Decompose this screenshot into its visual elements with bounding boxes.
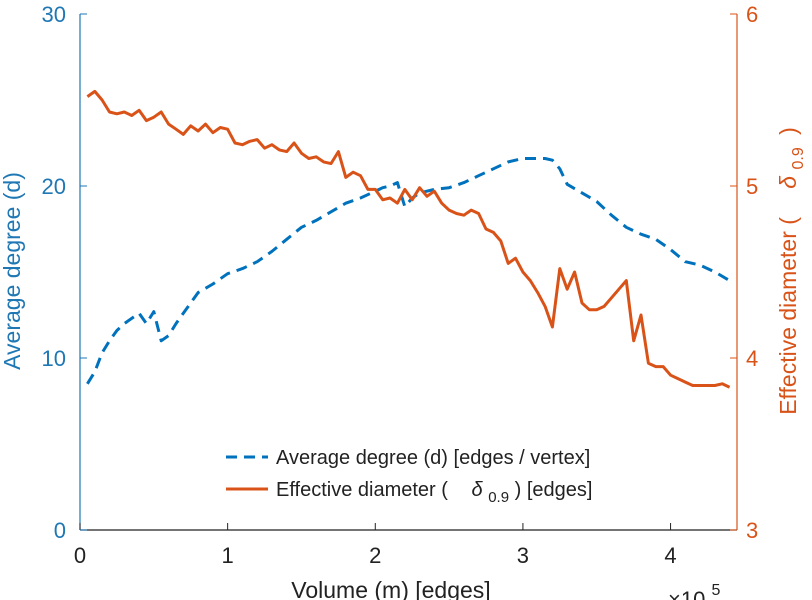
y-left-tick-label: 20 [42,174,66,199]
legend-label-average-degree: Average degree (d) [edges / vertex] [276,447,590,469]
x-tick-label: 3 [517,543,529,568]
y-axis-right-label-suffix: ) [775,127,801,135]
legend-label-effective-diameter-suffix: ) [edges] [515,479,593,501]
y-right-tick-label: 4 [746,346,758,371]
legend-label-effective-diameter: Effective diameter ( δ 0.9 ) [edges] [276,479,592,507]
legend-label-effective-diameter-prefix: Effective diameter ( [276,479,448,501]
y-right-tick-label: 5 [746,174,758,199]
x-tick-label: 4 [664,543,676,568]
y-left-tick-label: 10 [42,346,66,371]
x-axis-multiplier-base: ×10 [668,587,705,600]
x-axis-multiplier: ×10 5 [668,582,720,600]
series-line-average-degree [86,157,731,385]
x-tick-label: 1 [222,543,234,568]
y-axis-right-label-symbol: δ [775,176,801,189]
x-tick-label: 0 [74,543,86,568]
x-axis-multiplier-exponent: 5 [711,582,720,599]
y-left-tick-label: 30 [42,2,66,27]
legend: Average degree (d) [edges / vertex] Effe… [226,447,592,507]
y-axis-right-label-subscript: 0.9 [790,147,807,169]
y-right-tick-label: 6 [746,2,758,27]
series-layer [86,89,731,389]
y-right-tick-label: 3 [746,518,758,543]
series-line-effective-diameter [86,89,731,389]
x-tick-label: 2 [369,543,381,568]
y-axis-left-label: Average degree (d) [0,172,25,370]
legend-label-effective-diameter-subscript: 0.9 [488,489,509,506]
axes-frame [79,14,738,531]
y-left-tick-label: 0 [54,518,66,543]
y-axis-right-label-prefix: Effective diameter ( [775,217,801,415]
tick-layer: 0 1 2 3 4 0 10 20 30 3 4 5 6 [42,2,759,568]
y-axis-right-label: Effective diameter ( δ 0.9 ) [775,127,808,415]
x-axis-label: Volume (m) [edges] [291,577,490,600]
legend-label-effective-diameter-symbol: δ [472,479,484,501]
